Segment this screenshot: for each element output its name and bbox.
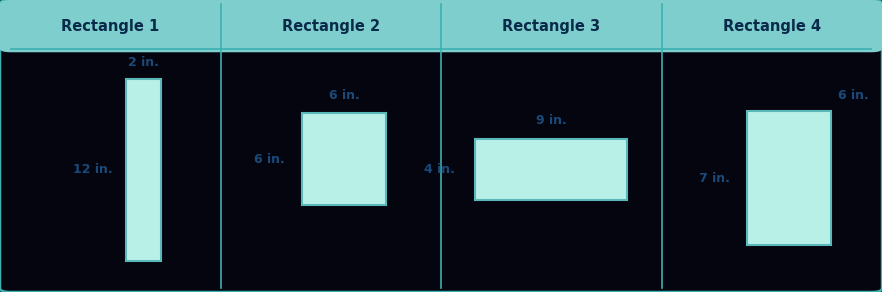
Text: 9 in.: 9 in.	[536, 114, 566, 127]
Text: 6 in.: 6 in.	[254, 152, 284, 166]
Bar	[125, 79, 161, 261]
Text: Rectangle 1: Rectangle 1	[61, 19, 160, 34]
Text: 6 in.: 6 in.	[838, 88, 869, 102]
Text: Rectangle 3: Rectangle 3	[502, 19, 601, 34]
Text: 4 in.: 4 in.	[424, 163, 455, 176]
Text: Rectangle 4: Rectangle 4	[722, 19, 821, 34]
Text: 2 in.: 2 in.	[128, 56, 159, 69]
FancyBboxPatch shape	[0, 0, 882, 52]
Bar	[302, 114, 386, 205]
Bar	[748, 111, 831, 245]
Text: 6 in.: 6 in.	[329, 88, 359, 102]
Bar	[475, 139, 627, 200]
Text: 7 in.: 7 in.	[699, 172, 730, 185]
Bar	[11, 26, 871, 49]
Text: Rectangle 2: Rectangle 2	[281, 19, 380, 34]
Text: 12 in.: 12 in.	[73, 163, 113, 176]
